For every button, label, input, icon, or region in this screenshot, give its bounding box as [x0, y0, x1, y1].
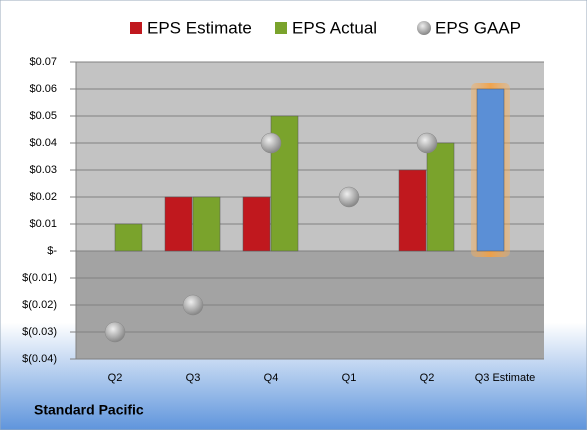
- legend-label: EPS GAAP: [435, 18, 521, 37]
- y-tick-label: $(0.03): [22, 326, 57, 338]
- y-tick-label: $0.05: [29, 110, 57, 122]
- y-tick-label: $0.01: [29, 218, 57, 230]
- legend-swatch: [130, 22, 142, 34]
- bar: [398, 169, 427, 252]
- x-tick-label: Q2: [420, 372, 435, 384]
- y-tick-label: $0.04: [29, 137, 57, 149]
- x-tick-label: Q3 Estimate: [475, 372, 536, 384]
- gaap-marker: [260, 132, 282, 154]
- y-tick-label: $0.03: [29, 164, 57, 176]
- x-tick-label: Q4: [264, 372, 279, 384]
- x-tick-label: Q2: [108, 372, 123, 384]
- legend-swatch: [417, 21, 431, 35]
- gaap-marker: [104, 321, 126, 343]
- plot-area-upper: [76, 62, 544, 251]
- bar: [426, 142, 455, 252]
- y-tick-label: $0.06: [29, 83, 57, 95]
- x-tick-label: Q1: [342, 372, 357, 384]
- gaap-marker: [416, 132, 438, 154]
- y-tick-label: $(0.01): [22, 272, 57, 284]
- y-tick-label: $0.07: [29, 56, 57, 68]
- bar: [192, 196, 221, 252]
- y-tick-label: $0.02: [29, 191, 57, 203]
- footer: Standard Pacific: [34, 402, 144, 418]
- bar: [164, 196, 193, 252]
- y-tick-label: $(0.02): [22, 299, 57, 311]
- bar: [114, 223, 143, 252]
- gaap-marker: [338, 186, 360, 208]
- legend-swatch: [275, 22, 287, 34]
- bar: [242, 196, 271, 252]
- gaap-marker: [182, 294, 204, 316]
- y-tick-label: $(0.04): [22, 353, 57, 365]
- legend-label: EPS Estimate: [147, 18, 252, 37]
- x-tick-label: Q3: [186, 372, 201, 384]
- legend-label: EPS Actual: [292, 18, 377, 37]
- bar: [476, 88, 505, 252]
- y-tick-label: $-: [47, 245, 57, 257]
